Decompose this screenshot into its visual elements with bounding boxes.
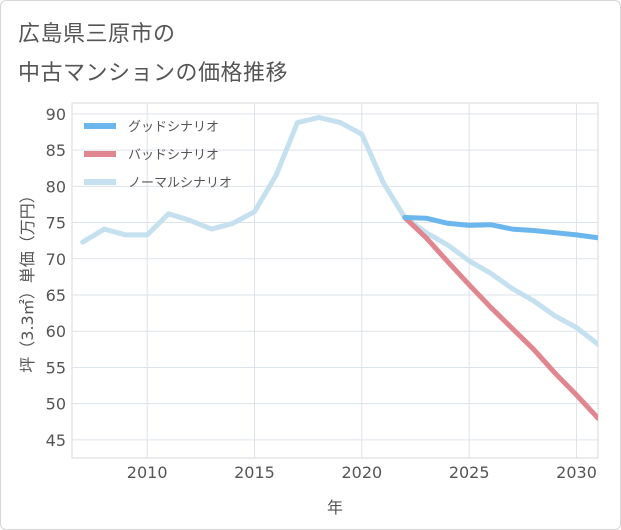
series-line-1 <box>402 215 598 421</box>
y-tick-55: 55 <box>46 358 66 377</box>
x-tick-2010: 2010 <box>127 463 168 482</box>
x-tick-labels: 2010 2015 2020 2025 2030 <box>127 463 597 482</box>
y-tick-50: 50 <box>46 395 66 414</box>
y-tick-85: 85 <box>46 141 66 160</box>
legend-label-2: ノーマルシナリオ <box>128 176 232 191</box>
legend-label-1: バッドシナリオ <box>128 148 219 163</box>
x-tick-2030: 2030 <box>556 463 597 482</box>
x-axis-label: 年 <box>327 498 343 517</box>
chart-title-line2: 中古マンションの価格推移 <box>18 61 289 86</box>
y-tick-70: 70 <box>46 250 66 269</box>
chart-title-line1: 広島県三原市の <box>18 22 176 47</box>
grid-lines <box>72 103 598 458</box>
y-tick-90: 90 <box>46 105 66 124</box>
y-tick-labels: 45 50 55 60 65 70 75 80 85 90 <box>46 105 66 450</box>
x-tick-2020: 2020 <box>341 463 382 482</box>
x-tick-2015: 2015 <box>234 463 275 482</box>
series-line-0 <box>402 215 598 241</box>
y-tick-75: 75 <box>46 214 66 233</box>
y-tick-60: 60 <box>46 322 66 341</box>
y-tick-80: 80 <box>46 177 66 196</box>
legend-label-0: グッドシナリオ <box>128 120 219 135</box>
plot-area <box>71 102 599 459</box>
series-lines <box>80 115 598 421</box>
x-tick-2025: 2025 <box>449 463 490 482</box>
y-axis-label: 坪（3.3㎡）単価（万円） <box>18 187 37 372</box>
y-tick-65: 65 <box>46 286 66 305</box>
y-tick-45: 45 <box>46 431 66 450</box>
series-line-2 <box>80 115 598 347</box>
